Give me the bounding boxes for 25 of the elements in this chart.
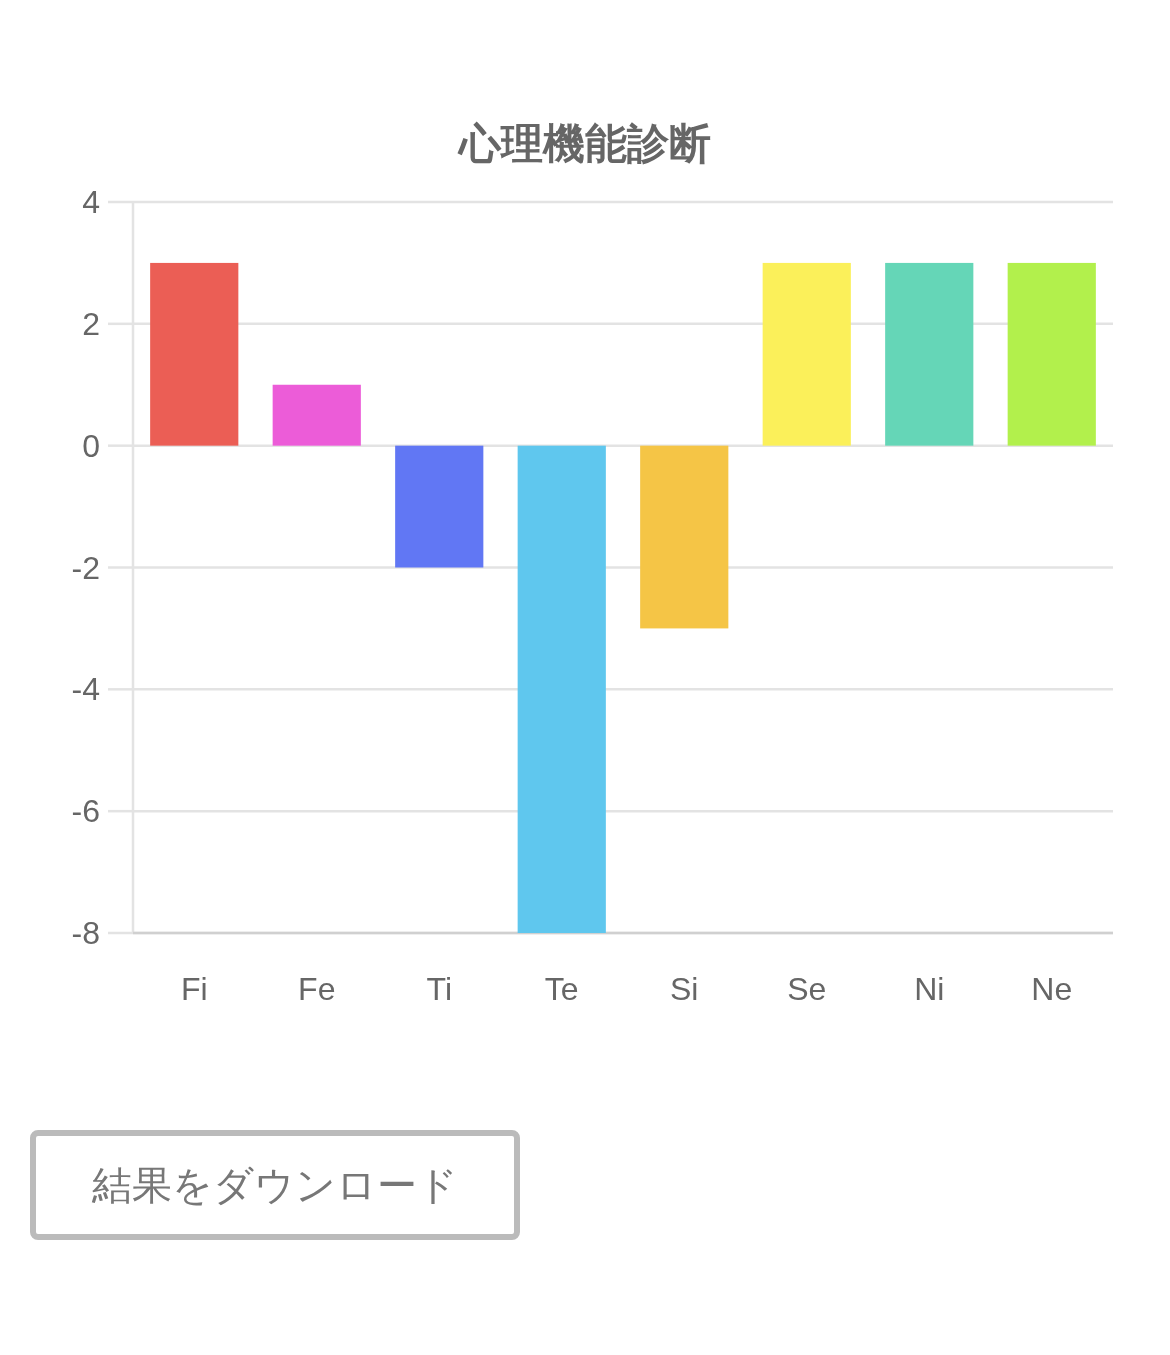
bar xyxy=(395,445,484,568)
text: 結果をダウンロード xyxy=(30,1130,520,1240)
x-tick-label: Si xyxy=(670,971,699,1007)
y-tick-label: -6 xyxy=(71,793,100,830)
x-tick-label: Ti xyxy=(426,971,452,1007)
y-tick-label: -2 xyxy=(71,549,100,586)
chart-title: 心理機能診断 xyxy=(457,120,711,167)
y-tick-label: 0 xyxy=(82,427,100,464)
y-tick-label: 2 xyxy=(82,305,100,342)
x-tick-label: Ne xyxy=(1031,971,1073,1007)
y-tick-label: -8 xyxy=(71,915,100,951)
x-tick-label: Te xyxy=(544,971,579,1007)
x-tick-label: Fi xyxy=(180,971,208,1007)
x-tick-label: Se xyxy=(787,971,827,1007)
bar xyxy=(517,445,606,933)
y-tick-label: -4 xyxy=(71,671,100,708)
x-tick-label: Fe xyxy=(298,971,336,1007)
bar xyxy=(762,262,851,446)
y-tick-label: 4 xyxy=(82,184,100,220)
bar xyxy=(272,384,361,446)
x-tick-label: Ni xyxy=(914,971,945,1007)
bar xyxy=(1007,262,1096,446)
bar xyxy=(150,262,239,446)
bar xyxy=(640,445,729,629)
bar xyxy=(885,262,974,446)
